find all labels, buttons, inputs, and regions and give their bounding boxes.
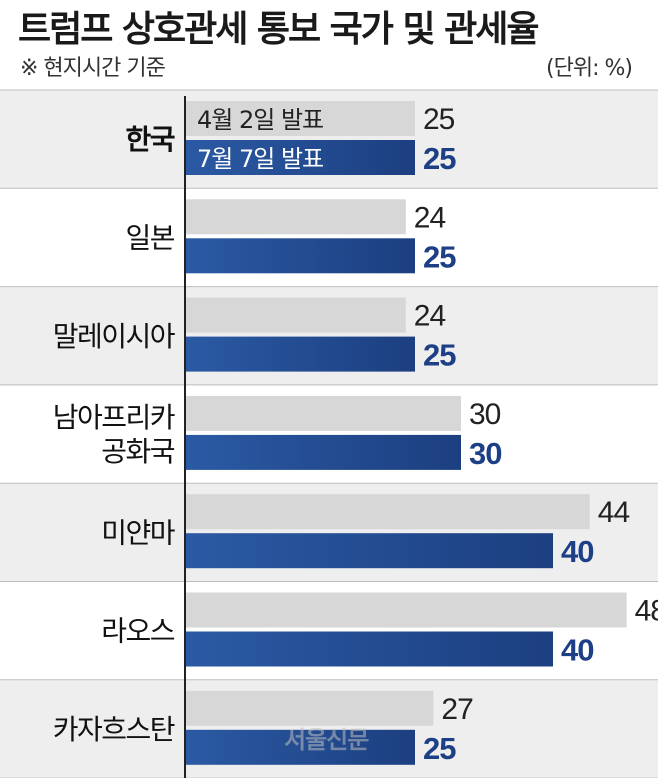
bar-july <box>185 238 415 274</box>
value-label-april: 24 <box>414 300 446 333</box>
value-label-july: 25 <box>423 338 456 373</box>
bar-april <box>185 199 406 235</box>
bar-april <box>185 494 590 530</box>
value-label-july: 40 <box>561 633 593 668</box>
category-label: 한국 <box>125 123 174 156</box>
legend-april: 4월 2일 발표 <box>197 106 323 134</box>
bar-april <box>185 592 627 628</box>
bar-april <box>185 690 434 726</box>
value-label-july: 25 <box>423 239 456 274</box>
chart-title: 트럼프 상호관세 통보 국가 및 관세율 <box>18 9 539 50</box>
value-label-july: 25 <box>423 141 456 176</box>
bar-april <box>185 395 461 431</box>
unit-label: (단위: %) <box>546 56 633 81</box>
bar-july <box>185 336 415 372</box>
bar-april <box>185 297 406 333</box>
category-label: 말레이시아 <box>53 320 175 353</box>
bar-july <box>185 631 553 667</box>
bar-july <box>185 533 553 569</box>
value-label-april: 44 <box>598 496 630 529</box>
value-label-april: 25 <box>423 103 455 136</box>
bar-april <box>185 101 415 136</box>
chart-subtitle: ※ 현지시간 기준 <box>20 56 166 81</box>
category-label: 미얀마 <box>101 516 175 549</box>
value-label-july: 40 <box>561 534 593 569</box>
category-label: 라오스 <box>101 615 175 648</box>
watermark: 서울신문 <box>284 726 369 754</box>
legend-july: 7월 7일 발표 <box>197 145 323 173</box>
category-label: 일본 <box>125 221 174 254</box>
bar-july <box>185 434 461 470</box>
bar-july <box>185 729 415 765</box>
category-label: 카자흐스탄 <box>53 713 175 746</box>
value-label-july: 25 <box>423 731 456 766</box>
bar-july <box>185 140 415 175</box>
value-label-april: 48 <box>635 595 658 628</box>
value-label-april: 27 <box>441 693 473 726</box>
value-label-april: 30 <box>469 398 501 431</box>
category-label: 남아프리카 공화국 <box>53 401 175 468</box>
value-label-april: 24 <box>414 201 446 234</box>
value-label-july: 30 <box>469 436 501 471</box>
